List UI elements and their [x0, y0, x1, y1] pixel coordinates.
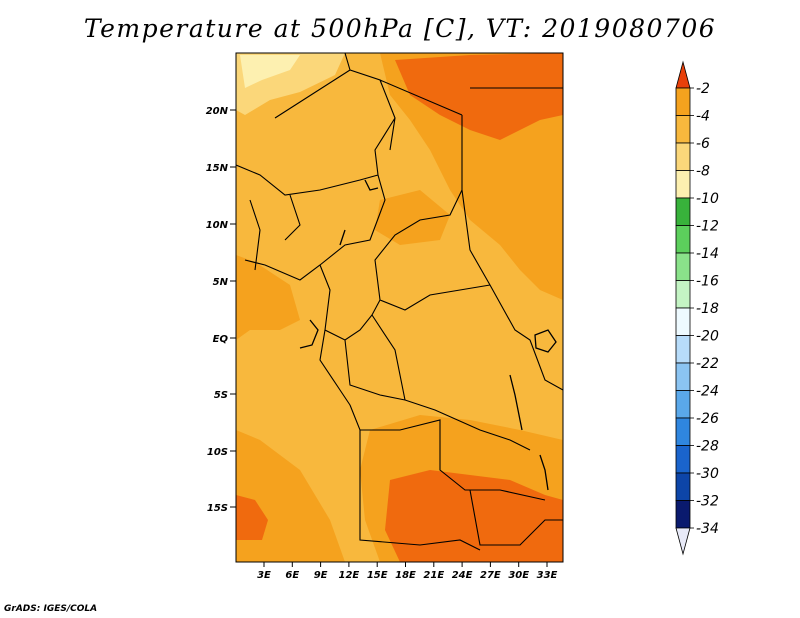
lat-tick-label: 20N — [206, 106, 229, 117]
lon-tick-label: 12E — [339, 570, 360, 581]
colorbar-top-arrow — [675, 60, 691, 89]
lake-chad — [364, 179, 379, 191]
lake-tanganyika — [509, 374, 523, 431]
colorbar-label: -18 — [696, 301, 719, 317]
field-hot-north — [395, 53, 563, 140]
lon-tick-label: 24E — [452, 570, 473, 581]
field-pale-northwest — [240, 55, 300, 88]
field-hot-south — [385, 470, 563, 562]
coastline-west — [299, 229, 346, 349]
colorbar-label: -14 — [696, 246, 719, 262]
colorbar-label: -34 — [696, 521, 719, 537]
colorbar-bottom-arrow — [675, 527, 691, 556]
colorbar-box — [675, 225, 691, 254]
lat-tick-label: 15N — [206, 163, 229, 174]
field-hot-southwest — [236, 495, 268, 540]
colorbar-label: -8 — [696, 164, 710, 180]
colorbar-box — [675, 307, 691, 336]
colorbar-box — [675, 280, 691, 309]
colorbar-box — [675, 170, 691, 199]
field-warm-central — [375, 190, 450, 245]
colorbar-label: -28 — [696, 439, 719, 455]
colorbar-box — [675, 500, 691, 529]
lon-tick-label: 9E — [314, 570, 328, 581]
colorbar-box — [675, 252, 691, 281]
colorbar-label: -12 — [696, 219, 719, 235]
colorbar-label: -32 — [696, 494, 719, 510]
lon-tick-label: 6E — [285, 570, 299, 581]
lat-tick-label: 10N — [206, 220, 229, 231]
colorbar-box — [675, 362, 691, 391]
colorbar-box — [675, 472, 691, 501]
lon-tick-label: 18E — [395, 570, 416, 581]
colorbar-box — [675, 390, 691, 419]
colorbar-box — [675, 142, 691, 171]
field-warm-west — [236, 255, 300, 340]
lon-tick-label: 21E — [423, 570, 444, 581]
lat-tick-label: 10S — [207, 447, 228, 458]
lat-tick-label: EQ — [213, 334, 229, 345]
lat-tick-label: 5S — [214, 390, 228, 401]
chart-title: Temperature at 500hPa [C], VT: 201908070… — [83, 14, 717, 43]
colorbar-label: -22 — [696, 356, 719, 372]
lat-tick-label: 5N — [213, 277, 229, 288]
lake-victoria — [534, 329, 557, 353]
colorbar-box — [675, 197, 691, 226]
latitude-axis: 20N 15N 10N 5N EQ 5S 10S 15S — [206, 106, 236, 514]
grads-credit: GrADS: IGES/COLA — [4, 604, 98, 614]
lat-tick-label: 15S — [207, 503, 228, 514]
longitude-axis: 3E 6E 9E 12E 15E 18E 21E 24E 27E 30E 33E — [257, 562, 558, 581]
lakes-and-coast — [299, 179, 557, 491]
lon-tick-label: 27E — [480, 570, 501, 581]
lon-tick-label: 3E — [257, 570, 271, 581]
colorbar-box — [675, 115, 691, 144]
lon-tick-label: 33E — [537, 570, 558, 581]
colorbar-label: -4 — [696, 109, 710, 125]
lon-tick-label: 15E — [367, 570, 388, 581]
colorbar-label: -26 — [696, 411, 719, 427]
colorbar-box — [675, 445, 691, 474]
colorbar-label: -6 — [696, 136, 710, 152]
border-lines — [236, 53, 563, 551]
colorbar-box — [675, 335, 691, 364]
colorbar-box — [675, 87, 691, 116]
lon-tick-label: 30E — [508, 570, 529, 581]
map-frame — [235, 52, 564, 563]
colorbar-box — [675, 417, 691, 446]
colorbar-label: -24 — [696, 384, 719, 400]
colorbar-label: -30 — [696, 466, 719, 482]
colorbar-label: -2 — [696, 81, 710, 97]
country-borders — [236, 53, 563, 551]
colorbar-label: -16 — [696, 274, 719, 290]
colorbar: -2 -4 -6 -8 -10 -12 -14 -16 -18 -20 -22 -24 -26 -28 -3… — [675, 60, 719, 556]
colorbar-label: -20 — [696, 329, 719, 345]
colorbar-label: -10 — [696, 191, 719, 207]
lake-malawi — [539, 454, 549, 491]
